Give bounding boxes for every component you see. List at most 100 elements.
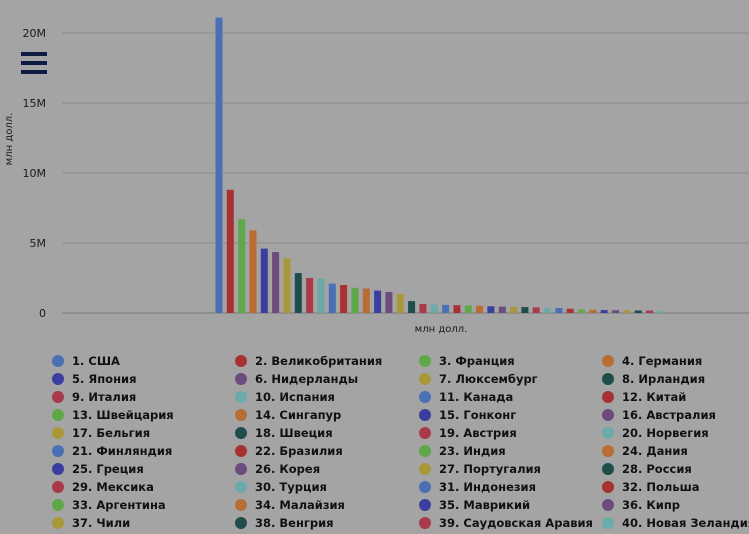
legend-marker	[602, 445, 614, 457]
legend-marker	[235, 355, 247, 367]
legend-marker	[52, 463, 64, 475]
bar[interactable]	[238, 219, 246, 313]
legend-label: 23. Индия	[439, 444, 506, 458]
legend-label: 18. Швеция	[255, 426, 333, 440]
legend-label: 17. Бельгия	[72, 426, 151, 440]
legend-label: 25. Греция	[72, 462, 144, 476]
bar[interactable]	[272, 252, 280, 313]
legend-label: 39. Саудовская Аравия	[439, 516, 593, 530]
bar[interactable]	[464, 305, 472, 313]
bar[interactable]	[249, 230, 257, 313]
legend-label: 36. Кипр	[622, 498, 681, 512]
bar[interactable]	[442, 304, 450, 313]
legend-marker	[52, 355, 64, 367]
legend-marker	[235, 373, 247, 385]
bar[interactable]	[623, 310, 631, 313]
hamburger-menu-icon[interactable]	[21, 52, 48, 76]
grid-lines	[62, 32, 749, 314]
y-axis-title: млн долл.	[4, 113, 15, 166]
legend-marker	[52, 517, 64, 529]
bars	[215, 17, 665, 314]
legend-label: 20. Норвегия	[622, 426, 709, 440]
legend-marker	[52, 445, 64, 457]
bar[interactable]	[612, 310, 619, 313]
bar[interactable]	[510, 306, 518, 313]
legend-marker	[52, 481, 64, 493]
y-tick-label: 5M	[30, 237, 47, 250]
bar[interactable]	[634, 310, 642, 314]
legend-marker	[235, 409, 247, 421]
bar[interactable]	[362, 288, 370, 314]
legend-marker	[419, 427, 431, 439]
legend-marker	[419, 391, 431, 403]
bar[interactable]	[283, 258, 291, 313]
legend-label: 6. Нидерланды	[255, 372, 359, 386]
legend-marker	[52, 391, 64, 403]
legend: 1. США 2. Великобритания 3. Франция 4. Герм…	[0, 352, 749, 534]
bar[interactable]	[476, 305, 484, 313]
legend-label: 2. Великобритания	[255, 354, 383, 368]
bar[interactable]	[408, 301, 416, 313]
bar[interactable]	[566, 308, 574, 313]
legend-label: 34. Малайзия	[255, 498, 345, 512]
y-axis-ticks: 0 5M 10M 15M 20M	[23, 27, 47, 320]
legend-label: 27. Португалия	[439, 462, 541, 476]
bar[interactable]	[351, 287, 359, 313]
bar[interactable]	[396, 294, 404, 313]
legend-label: 33. Аргентина	[72, 498, 166, 512]
legend-label: 11. Канада	[439, 390, 514, 404]
legend-label: 8. Ирландия	[622, 372, 706, 386]
bar[interactable]	[532, 307, 540, 313]
legend-label: 40. Новая Зеландия	[622, 516, 749, 530]
bar[interactable]	[340, 285, 348, 313]
legend-label: 9. Италия	[72, 390, 137, 404]
legend-label: 37. Чили	[72, 516, 131, 530]
bar[interactable]	[294, 273, 302, 313]
legend-marker	[602, 373, 614, 385]
legend-marker	[52, 499, 64, 511]
bar[interactable]	[521, 307, 529, 313]
bar[interactable]	[646, 310, 653, 313]
bar[interactable]	[600, 310, 608, 313]
bar[interactable]	[430, 304, 438, 313]
bar[interactable]	[419, 303, 427, 313]
legend-marker	[235, 517, 247, 529]
legend-label: 32. Польша	[622, 480, 700, 494]
bar[interactable]	[226, 189, 234, 313]
legend-label: 38. Венгрия	[255, 516, 334, 530]
bar[interactable]	[215, 17, 223, 313]
bar[interactable]	[317, 278, 325, 313]
legend-marker	[235, 481, 247, 493]
bar[interactable]	[374, 290, 382, 313]
bar[interactable]	[306, 278, 314, 313]
legend-marker	[419, 373, 431, 385]
bar[interactable]	[657, 310, 665, 313]
legend-marker	[52, 427, 64, 439]
legend-label: 35. Маврикий	[439, 498, 531, 512]
legend-label: 14. Сингапур	[255, 408, 342, 422]
bar[interactable]	[385, 292, 393, 313]
legend-marker	[602, 427, 614, 439]
legend-label: 31. Индонезия	[439, 480, 537, 494]
legend-label: 19. Австрия	[439, 426, 517, 440]
bar[interactable]	[487, 306, 495, 313]
legend-marker	[419, 517, 431, 529]
bar[interactable]	[578, 309, 586, 314]
bar[interactable]	[260, 248, 268, 313]
legend-marker	[235, 427, 247, 439]
legend-marker	[602, 499, 614, 511]
legend-label: 15. Гонконг	[439, 408, 517, 422]
legend-marker	[235, 445, 247, 457]
bar[interactable]	[498, 306, 506, 313]
bar[interactable]	[589, 309, 597, 313]
bar[interactable]	[328, 283, 336, 313]
legend-marker	[419, 481, 431, 493]
legend-marker	[235, 391, 247, 403]
bar[interactable]	[453, 305, 461, 313]
legend-marker	[235, 499, 247, 511]
legend-marker	[419, 463, 431, 475]
y-tick-label: 0	[39, 307, 46, 320]
legend-label: 29. Мексика	[72, 480, 154, 494]
bar[interactable]	[544, 307, 552, 313]
bar[interactable]	[555, 308, 563, 313]
